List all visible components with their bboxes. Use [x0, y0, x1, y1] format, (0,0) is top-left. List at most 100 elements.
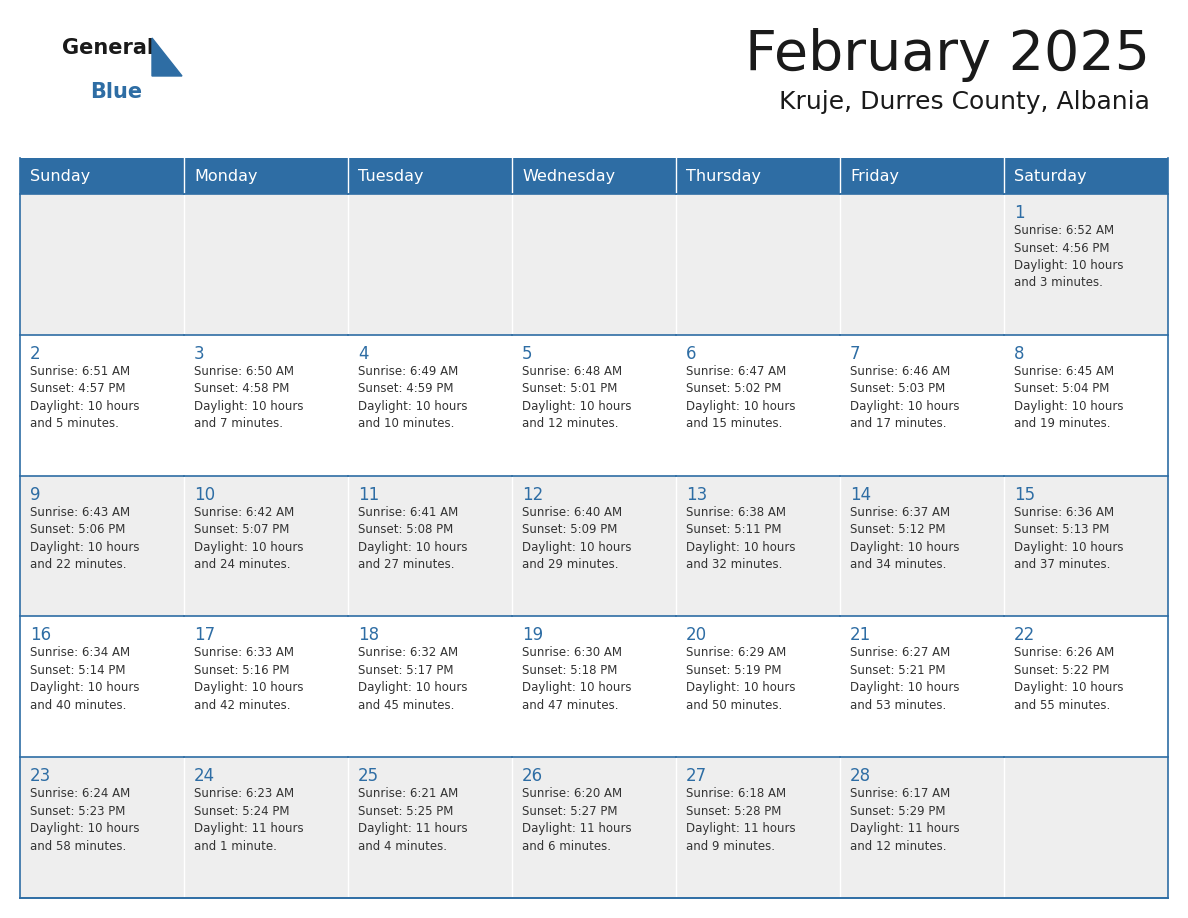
Text: Sunrise: 6:30 AM
Sunset: 5:18 PM
Daylight: 10 hours
and 47 minutes.: Sunrise: 6:30 AM Sunset: 5:18 PM Dayligh…	[522, 646, 632, 711]
Text: Sunrise: 6:43 AM
Sunset: 5:06 PM
Daylight: 10 hours
and 22 minutes.: Sunrise: 6:43 AM Sunset: 5:06 PM Dayligh…	[30, 506, 139, 571]
Text: 2: 2	[30, 345, 40, 363]
Bar	[1004, 476, 1168, 616]
Text: 17: 17	[194, 626, 215, 644]
Bar	[676, 616, 840, 757]
Bar	[20, 335, 184, 476]
Text: Sunrise: 6:17 AM
Sunset: 5:29 PM
Daylight: 11 hours
and 12 minutes.: Sunrise: 6:17 AM Sunset: 5:29 PM Dayligh…	[849, 788, 960, 853]
Bar	[840, 335, 1004, 476]
Polygon shape	[152, 38, 182, 76]
Text: 7: 7	[849, 345, 860, 363]
Bar	[20, 158, 184, 194]
Text: 6: 6	[685, 345, 696, 363]
Bar	[184, 335, 348, 476]
Text: 11: 11	[358, 486, 379, 504]
Bar	[1004, 335, 1168, 476]
Text: Sunrise: 6:32 AM
Sunset: 5:17 PM
Daylight: 10 hours
and 45 minutes.: Sunrise: 6:32 AM Sunset: 5:17 PM Dayligh…	[358, 646, 468, 711]
Text: Kruje, Durres County, Albania: Kruje, Durres County, Albania	[779, 90, 1150, 114]
Bar	[1004, 616, 1168, 757]
Bar	[840, 158, 1004, 194]
Text: 21: 21	[849, 626, 871, 644]
Text: Sunrise: 6:26 AM
Sunset: 5:22 PM
Daylight: 10 hours
and 55 minutes.: Sunrise: 6:26 AM Sunset: 5:22 PM Dayligh…	[1015, 646, 1124, 711]
Text: Sunrise: 6:37 AM
Sunset: 5:12 PM
Daylight: 10 hours
and 34 minutes.: Sunrise: 6:37 AM Sunset: 5:12 PM Dayligh…	[849, 506, 960, 571]
Text: Sunrise: 6:49 AM
Sunset: 4:59 PM
Daylight: 10 hours
and 10 minutes.: Sunrise: 6:49 AM Sunset: 4:59 PM Dayligh…	[358, 364, 468, 431]
Text: 18: 18	[358, 626, 379, 644]
Bar	[512, 335, 676, 476]
Text: 15: 15	[1015, 486, 1035, 504]
Text: Sunrise: 6:40 AM
Sunset: 5:09 PM
Daylight: 10 hours
and 29 minutes.: Sunrise: 6:40 AM Sunset: 5:09 PM Dayligh…	[522, 506, 632, 571]
Text: 24: 24	[194, 767, 215, 785]
Text: 5: 5	[522, 345, 532, 363]
Bar	[184, 476, 348, 616]
Bar	[184, 616, 348, 757]
Text: Tuesday: Tuesday	[358, 169, 423, 184]
Bar	[184, 194, 348, 335]
Bar	[348, 194, 512, 335]
Text: Sunrise: 6:52 AM
Sunset: 4:56 PM
Daylight: 10 hours
and 3 minutes.: Sunrise: 6:52 AM Sunset: 4:56 PM Dayligh…	[1015, 224, 1124, 289]
Text: 3: 3	[194, 345, 204, 363]
Text: 19: 19	[522, 626, 543, 644]
Text: 25: 25	[358, 767, 379, 785]
Text: Sunrise: 6:20 AM
Sunset: 5:27 PM
Daylight: 11 hours
and 6 minutes.: Sunrise: 6:20 AM Sunset: 5:27 PM Dayligh…	[522, 788, 632, 853]
Text: Sunrise: 6:51 AM
Sunset: 4:57 PM
Daylight: 10 hours
and 5 minutes.: Sunrise: 6:51 AM Sunset: 4:57 PM Dayligh…	[30, 364, 139, 431]
Bar	[512, 616, 676, 757]
Bar	[512, 194, 676, 335]
Bar	[184, 757, 348, 898]
Bar	[840, 194, 1004, 335]
Text: 1: 1	[1015, 204, 1024, 222]
Text: Sunrise: 6:21 AM
Sunset: 5:25 PM
Daylight: 11 hours
and 4 minutes.: Sunrise: 6:21 AM Sunset: 5:25 PM Dayligh…	[358, 788, 468, 853]
Text: 23: 23	[30, 767, 51, 785]
Text: 28: 28	[849, 767, 871, 785]
Text: Sunrise: 6:41 AM
Sunset: 5:08 PM
Daylight: 10 hours
and 27 minutes.: Sunrise: 6:41 AM Sunset: 5:08 PM Dayligh…	[358, 506, 468, 571]
Text: Sunrise: 6:38 AM
Sunset: 5:11 PM
Daylight: 10 hours
and 32 minutes.: Sunrise: 6:38 AM Sunset: 5:11 PM Dayligh…	[685, 506, 796, 571]
Bar	[840, 757, 1004, 898]
Bar	[348, 616, 512, 757]
Text: General: General	[62, 38, 154, 58]
Text: Sunrise: 6:24 AM
Sunset: 5:23 PM
Daylight: 10 hours
and 58 minutes.: Sunrise: 6:24 AM Sunset: 5:23 PM Dayligh…	[30, 788, 139, 853]
Text: Monday: Monday	[194, 169, 258, 184]
Text: 13: 13	[685, 486, 707, 504]
Text: 9: 9	[30, 486, 40, 504]
Text: Sunrise: 6:45 AM
Sunset: 5:04 PM
Daylight: 10 hours
and 19 minutes.: Sunrise: 6:45 AM Sunset: 5:04 PM Dayligh…	[1015, 364, 1124, 431]
Text: Sunrise: 6:34 AM
Sunset: 5:14 PM
Daylight: 10 hours
and 40 minutes.: Sunrise: 6:34 AM Sunset: 5:14 PM Dayligh…	[30, 646, 139, 711]
Bar	[676, 335, 840, 476]
Text: Saturday: Saturday	[1015, 169, 1087, 184]
Text: Sunday: Sunday	[30, 169, 90, 184]
Text: 4: 4	[358, 345, 368, 363]
Bar	[840, 616, 1004, 757]
Bar	[1004, 757, 1168, 898]
Bar	[1004, 194, 1168, 335]
Text: 22: 22	[1015, 626, 1035, 644]
Bar	[512, 158, 676, 194]
Text: Sunrise: 6:46 AM
Sunset: 5:03 PM
Daylight: 10 hours
and 17 minutes.: Sunrise: 6:46 AM Sunset: 5:03 PM Dayligh…	[849, 364, 960, 431]
Text: 8: 8	[1015, 345, 1024, 363]
Text: 14: 14	[849, 486, 871, 504]
Text: Sunrise: 6:47 AM
Sunset: 5:02 PM
Daylight: 10 hours
and 15 minutes.: Sunrise: 6:47 AM Sunset: 5:02 PM Dayligh…	[685, 364, 796, 431]
Text: Sunrise: 6:18 AM
Sunset: 5:28 PM
Daylight: 11 hours
and 9 minutes.: Sunrise: 6:18 AM Sunset: 5:28 PM Dayligh…	[685, 788, 796, 853]
Bar	[1004, 158, 1168, 194]
Bar	[184, 158, 348, 194]
Bar	[20, 476, 184, 616]
Bar	[512, 757, 676, 898]
Bar	[20, 194, 184, 335]
Bar	[676, 158, 840, 194]
Text: 10: 10	[194, 486, 215, 504]
Text: Blue: Blue	[90, 82, 143, 102]
Text: 27: 27	[685, 767, 707, 785]
Bar	[676, 757, 840, 898]
Bar	[512, 476, 676, 616]
Bar	[348, 757, 512, 898]
Bar	[20, 757, 184, 898]
Text: 26: 26	[522, 767, 543, 785]
Bar	[348, 476, 512, 616]
Text: 12: 12	[522, 486, 543, 504]
Text: Sunrise: 6:36 AM
Sunset: 5:13 PM
Daylight: 10 hours
and 37 minutes.: Sunrise: 6:36 AM Sunset: 5:13 PM Dayligh…	[1015, 506, 1124, 571]
Text: Sunrise: 6:48 AM
Sunset: 5:01 PM
Daylight: 10 hours
and 12 minutes.: Sunrise: 6:48 AM Sunset: 5:01 PM Dayligh…	[522, 364, 632, 431]
Text: Sunrise: 6:50 AM
Sunset: 4:58 PM
Daylight: 10 hours
and 7 minutes.: Sunrise: 6:50 AM Sunset: 4:58 PM Dayligh…	[194, 364, 303, 431]
Text: Sunrise: 6:23 AM
Sunset: 5:24 PM
Daylight: 11 hours
and 1 minute.: Sunrise: 6:23 AM Sunset: 5:24 PM Dayligh…	[194, 788, 304, 853]
Text: Sunrise: 6:42 AM
Sunset: 5:07 PM
Daylight: 10 hours
and 24 minutes.: Sunrise: 6:42 AM Sunset: 5:07 PM Dayligh…	[194, 506, 303, 571]
Text: Wednesday: Wednesday	[522, 169, 615, 184]
Text: February 2025: February 2025	[745, 28, 1150, 82]
Bar	[348, 335, 512, 476]
Text: Sunrise: 6:33 AM
Sunset: 5:16 PM
Daylight: 10 hours
and 42 minutes.: Sunrise: 6:33 AM Sunset: 5:16 PM Dayligh…	[194, 646, 303, 711]
Bar	[676, 476, 840, 616]
